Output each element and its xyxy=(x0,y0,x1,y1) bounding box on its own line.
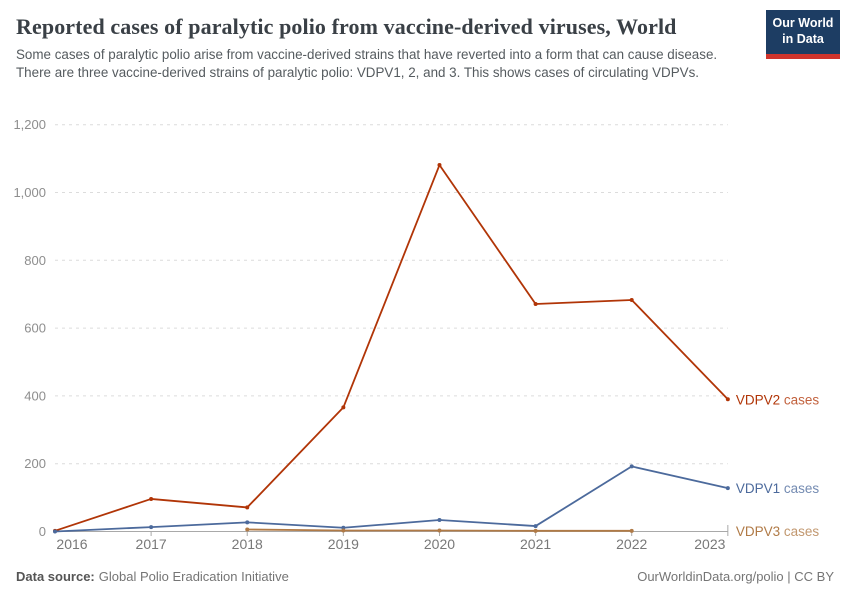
y-axis-tick-label: 800 xyxy=(24,253,46,268)
data-point-vdpv1 xyxy=(245,520,250,525)
data-point-vdpv1 xyxy=(437,517,442,522)
owid-logo-line1: Our World xyxy=(772,16,834,30)
x-axis-tick-label: 2017 xyxy=(136,536,167,552)
data-point-vdpv1 xyxy=(533,524,538,529)
x-axis-tick-label: 2022 xyxy=(616,536,647,552)
y-axis-tick-label: 1,000 xyxy=(13,185,46,200)
y-axis-tick-label: 0 xyxy=(39,524,46,539)
x-axis-tick-label: 2018 xyxy=(232,536,263,552)
x-axis-tick-label: 2021 xyxy=(520,536,551,552)
data-point-vdpv2 xyxy=(533,302,538,307)
data-point-vdpv2 xyxy=(245,505,250,510)
x-axis-tick-label: 2023 xyxy=(694,536,725,552)
page-title: Reported cases of paralytic polio from v… xyxy=(16,14,677,39)
series-line-vdpv2[interactable] xyxy=(54,164,729,532)
y-axis-tick-label: 400 xyxy=(24,388,46,403)
line-chart-canvas[interactable]: 0 200 400 600 800 1,000 1,200 2016 2017 2018 2019 2… xyxy=(0,112,850,560)
data-point-vdpv1 xyxy=(149,525,154,530)
data-point-vdpv3 xyxy=(629,528,634,533)
x-axis-tick-label: 2016 xyxy=(56,536,87,552)
data-point-vdpv2 xyxy=(149,496,154,501)
data-point-vdpv2 xyxy=(341,405,346,410)
y-axis-tick-label: 600 xyxy=(24,321,46,336)
y-axis-tick-label: 1,200 xyxy=(13,117,46,132)
series-label-vdpv2[interactable]: VDPV2 cases xyxy=(736,392,820,407)
data-point-vdpv3 xyxy=(437,528,442,533)
y-axis-tick-label: 200 xyxy=(24,456,46,471)
chart-footer: Data source: Global Polio Eradication Ini… xyxy=(16,569,834,584)
owid-logo-line2: in Data xyxy=(782,31,824,46)
x-axis-tick-label: 2019 xyxy=(328,536,359,552)
data-source-value: Global Polio Eradication Initiative xyxy=(98,569,289,584)
data-source: Data source: Global Polio Eradication Ini… xyxy=(16,569,289,584)
data-point-vdpv3 xyxy=(341,528,346,533)
x-axis-tick-label: 2020 xyxy=(424,536,455,552)
data-point-vdpv1 xyxy=(53,529,57,534)
data-point-vdpv2 xyxy=(629,297,634,302)
data-point-vdpv1 xyxy=(725,486,730,491)
attribution-link[interactable]: OurWorldinData.org/polio | CC BY xyxy=(637,569,834,584)
chart-header: Reported cases of paralytic polio from v… xyxy=(0,0,850,112)
data-point-vdpv2 xyxy=(725,397,730,402)
chart-subtitle: Some cases of paralytic polio arise from… xyxy=(16,47,718,80)
series-label-vdpv1[interactable]: VDPV1 cases xyxy=(736,481,820,496)
data-source-label: Data source: xyxy=(16,569,95,584)
series-line-vdpv1[interactable] xyxy=(54,465,729,533)
data-point-vdpv2 xyxy=(437,163,442,168)
owid-logo[interactable]: Our World in Data xyxy=(766,10,840,60)
data-point-vdpv1 xyxy=(629,464,634,469)
data-point-vdpv3 xyxy=(533,528,538,533)
data-point-vdpv3 xyxy=(245,527,250,532)
series-label-vdpv3[interactable]: VDPV3 cases xyxy=(736,523,820,538)
